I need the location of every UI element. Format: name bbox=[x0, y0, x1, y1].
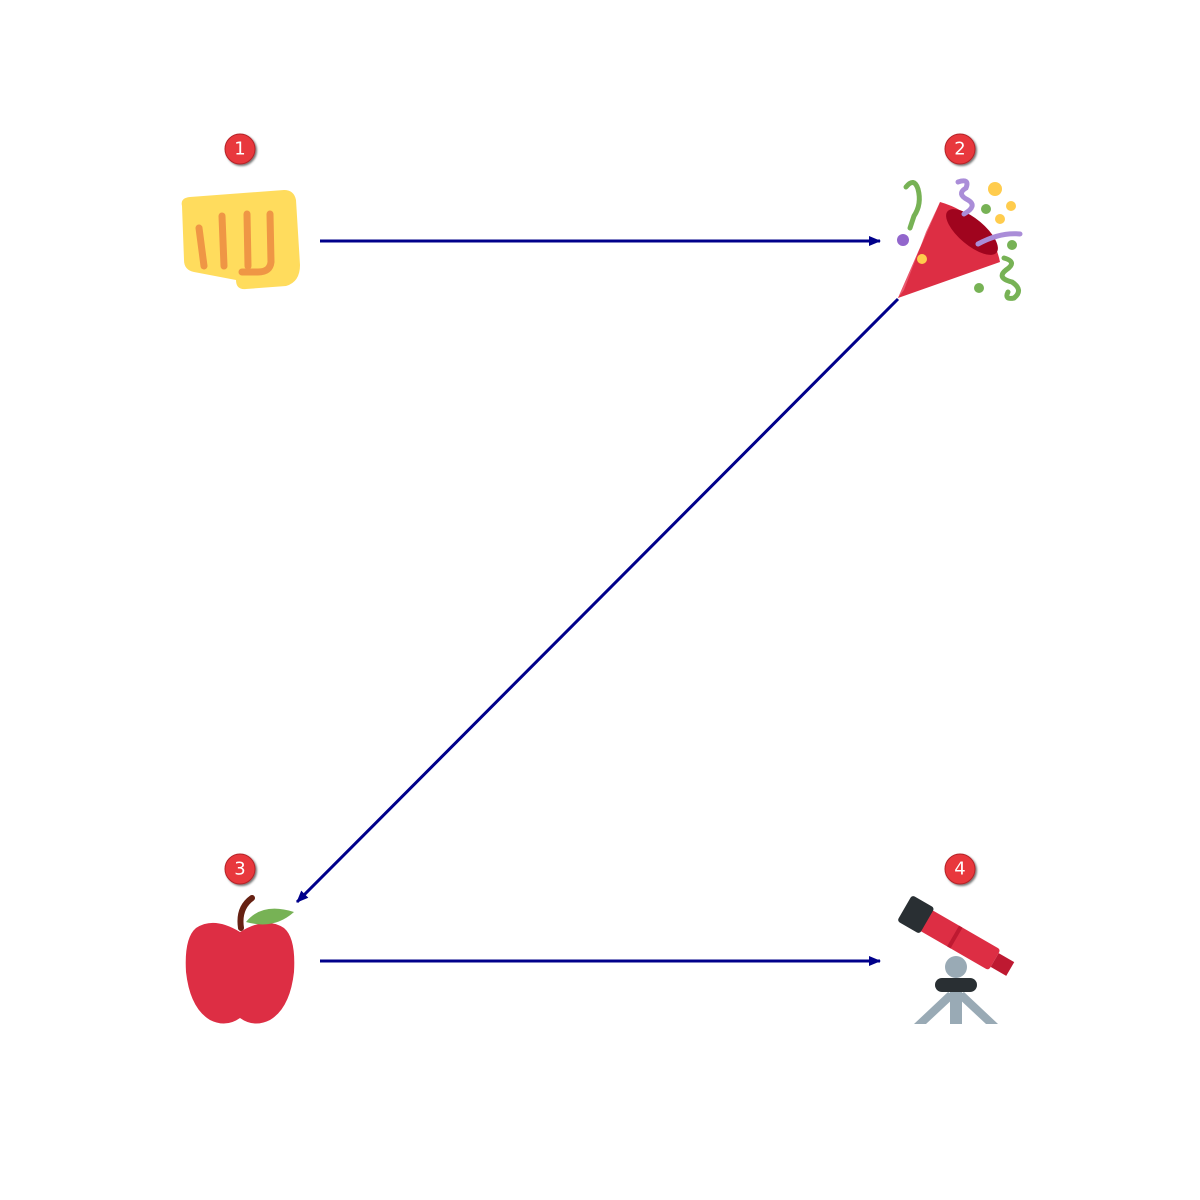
badge-4-label: 4 bbox=[954, 859, 965, 880]
node-2: 2 bbox=[897, 133, 1023, 301]
badge-1-label: 1 bbox=[234, 139, 245, 160]
badge-4: 4 bbox=[944, 853, 976, 885]
telescope-icon bbox=[898, 896, 1015, 1024]
red-apple-icon bbox=[185, 895, 295, 1024]
node-3: 3 bbox=[185, 853, 295, 1024]
node-4: 4 bbox=[898, 853, 1015, 1024]
badge-2: 2 bbox=[944, 133, 976, 165]
node-1: 1 bbox=[181, 133, 300, 290]
oncoming-fist-icon bbox=[181, 190, 300, 290]
badge-3: 3 bbox=[224, 853, 256, 885]
badge-2-label: 2 bbox=[954, 139, 965, 160]
badge-1: 1 bbox=[224, 133, 256, 165]
party-popper-icon bbox=[897, 178, 1023, 301]
arrow-2-to-3 bbox=[295, 297, 900, 904]
badge-3-label: 3 bbox=[234, 859, 245, 880]
